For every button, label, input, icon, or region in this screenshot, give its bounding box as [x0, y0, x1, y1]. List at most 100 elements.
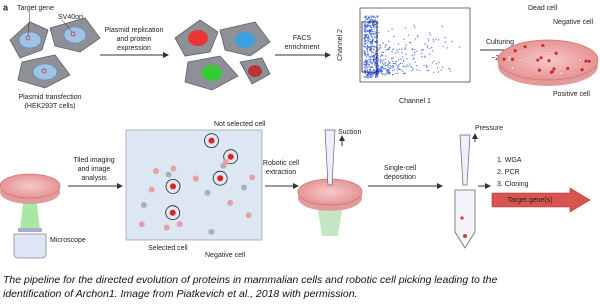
dot: [369, 19, 371, 21]
dot: [369, 48, 371, 51]
dot: [384, 61, 387, 64]
dot: [381, 65, 383, 68]
label: 2. PCR: [497, 169, 520, 176]
dot: [371, 51, 373, 54]
dot: [371, 15, 373, 17]
dot: [426, 45, 429, 47]
dot: [405, 53, 407, 55]
dot: [382, 66, 384, 69]
dot: [365, 65, 367, 68]
dot: [365, 75, 368, 77]
dot: [387, 71, 389, 74]
dot: [371, 63, 373, 65]
dish-cell: [587, 59, 591, 63]
dot: [364, 35, 366, 37]
dot: [377, 56, 379, 59]
dot: [414, 51, 416, 54]
dish-cell: [518, 58, 522, 62]
dot: [431, 46, 433, 49]
dot: [367, 65, 370, 68]
dot: [366, 41, 368, 44]
dot: [371, 47, 373, 49]
dot: [392, 69, 394, 72]
dot: [373, 35, 375, 37]
dot: [364, 43, 366, 45]
dot: [384, 58, 387, 60]
dot: [368, 16, 370, 18]
cell: [165, 171, 172, 178]
cell: [148, 186, 155, 193]
dot: [364, 28, 367, 30]
cell: [217, 175, 224, 182]
dot: [369, 29, 372, 31]
label: Selected cell: [148, 245, 188, 252]
cell: [241, 184, 247, 191]
dot: [379, 46, 382, 49]
dot: [435, 63, 438, 65]
dot: [371, 44, 373, 46]
cells-expressing: [174, 19, 271, 91]
scatter-dots: [363, 15, 461, 79]
dish-cell: [513, 49, 517, 53]
dot: [363, 26, 365, 28]
dot: [395, 52, 397, 54]
dot: [387, 30, 390, 32]
dot: [369, 38, 371, 41]
dot: [432, 50, 434, 52]
dot: [398, 68, 400, 71]
cell: [249, 174, 256, 181]
dot: [375, 53, 377, 56]
dot: [416, 69, 418, 71]
dot: [379, 66, 382, 68]
dot: [363, 76, 365, 78]
dot: [376, 20, 379, 22]
dot: [414, 26, 416, 29]
dot: [381, 73, 384, 75]
dot: [411, 49, 413, 51]
dot: [387, 66, 389, 68]
dot: [367, 53, 369, 56]
dot: [369, 46, 371, 48]
cells-left: [9, 11, 101, 89]
dot: [381, 53, 383, 56]
dot: [372, 52, 375, 54]
cell: [176, 221, 183, 228]
dot: [405, 44, 407, 46]
dot: [377, 48, 379, 51]
dot: [366, 68, 369, 71]
dot: [392, 48, 394, 50]
dot: [373, 57, 375, 59]
dot: [412, 58, 414, 60]
dot: [371, 65, 373, 68]
dot: [380, 59, 382, 61]
label: Tiled imaging: [73, 157, 114, 164]
dot: [399, 62, 402, 64]
dot: [388, 70, 390, 72]
caption: The pipeline for the directed evolution …: [3, 274, 498, 286]
dot: [363, 39, 366, 41]
dot: [392, 64, 394, 67]
dot: [381, 61, 384, 63]
dot: [366, 37, 368, 39]
dot: [413, 54, 416, 56]
cell: [170, 183, 176, 190]
dot: [393, 69, 395, 71]
label: Microscope: [50, 237, 86, 244]
label: Positive cell: [553, 91, 590, 98]
label: extraction: [266, 169, 296, 176]
dot: [370, 56, 372, 58]
dot: [364, 54, 366, 56]
dot: [373, 73, 375, 75]
cell: [245, 212, 252, 219]
dot: [364, 72, 367, 74]
dot: [366, 53, 368, 56]
dot: [374, 61, 376, 63]
dot: [418, 69, 421, 72]
dot: [369, 67, 371, 69]
dot: [414, 38, 416, 40]
dot: [365, 67, 367, 70]
dot: [382, 42, 384, 44]
dot: [413, 49, 415, 51]
dot: [377, 55, 379, 57]
dot: [374, 16, 376, 19]
